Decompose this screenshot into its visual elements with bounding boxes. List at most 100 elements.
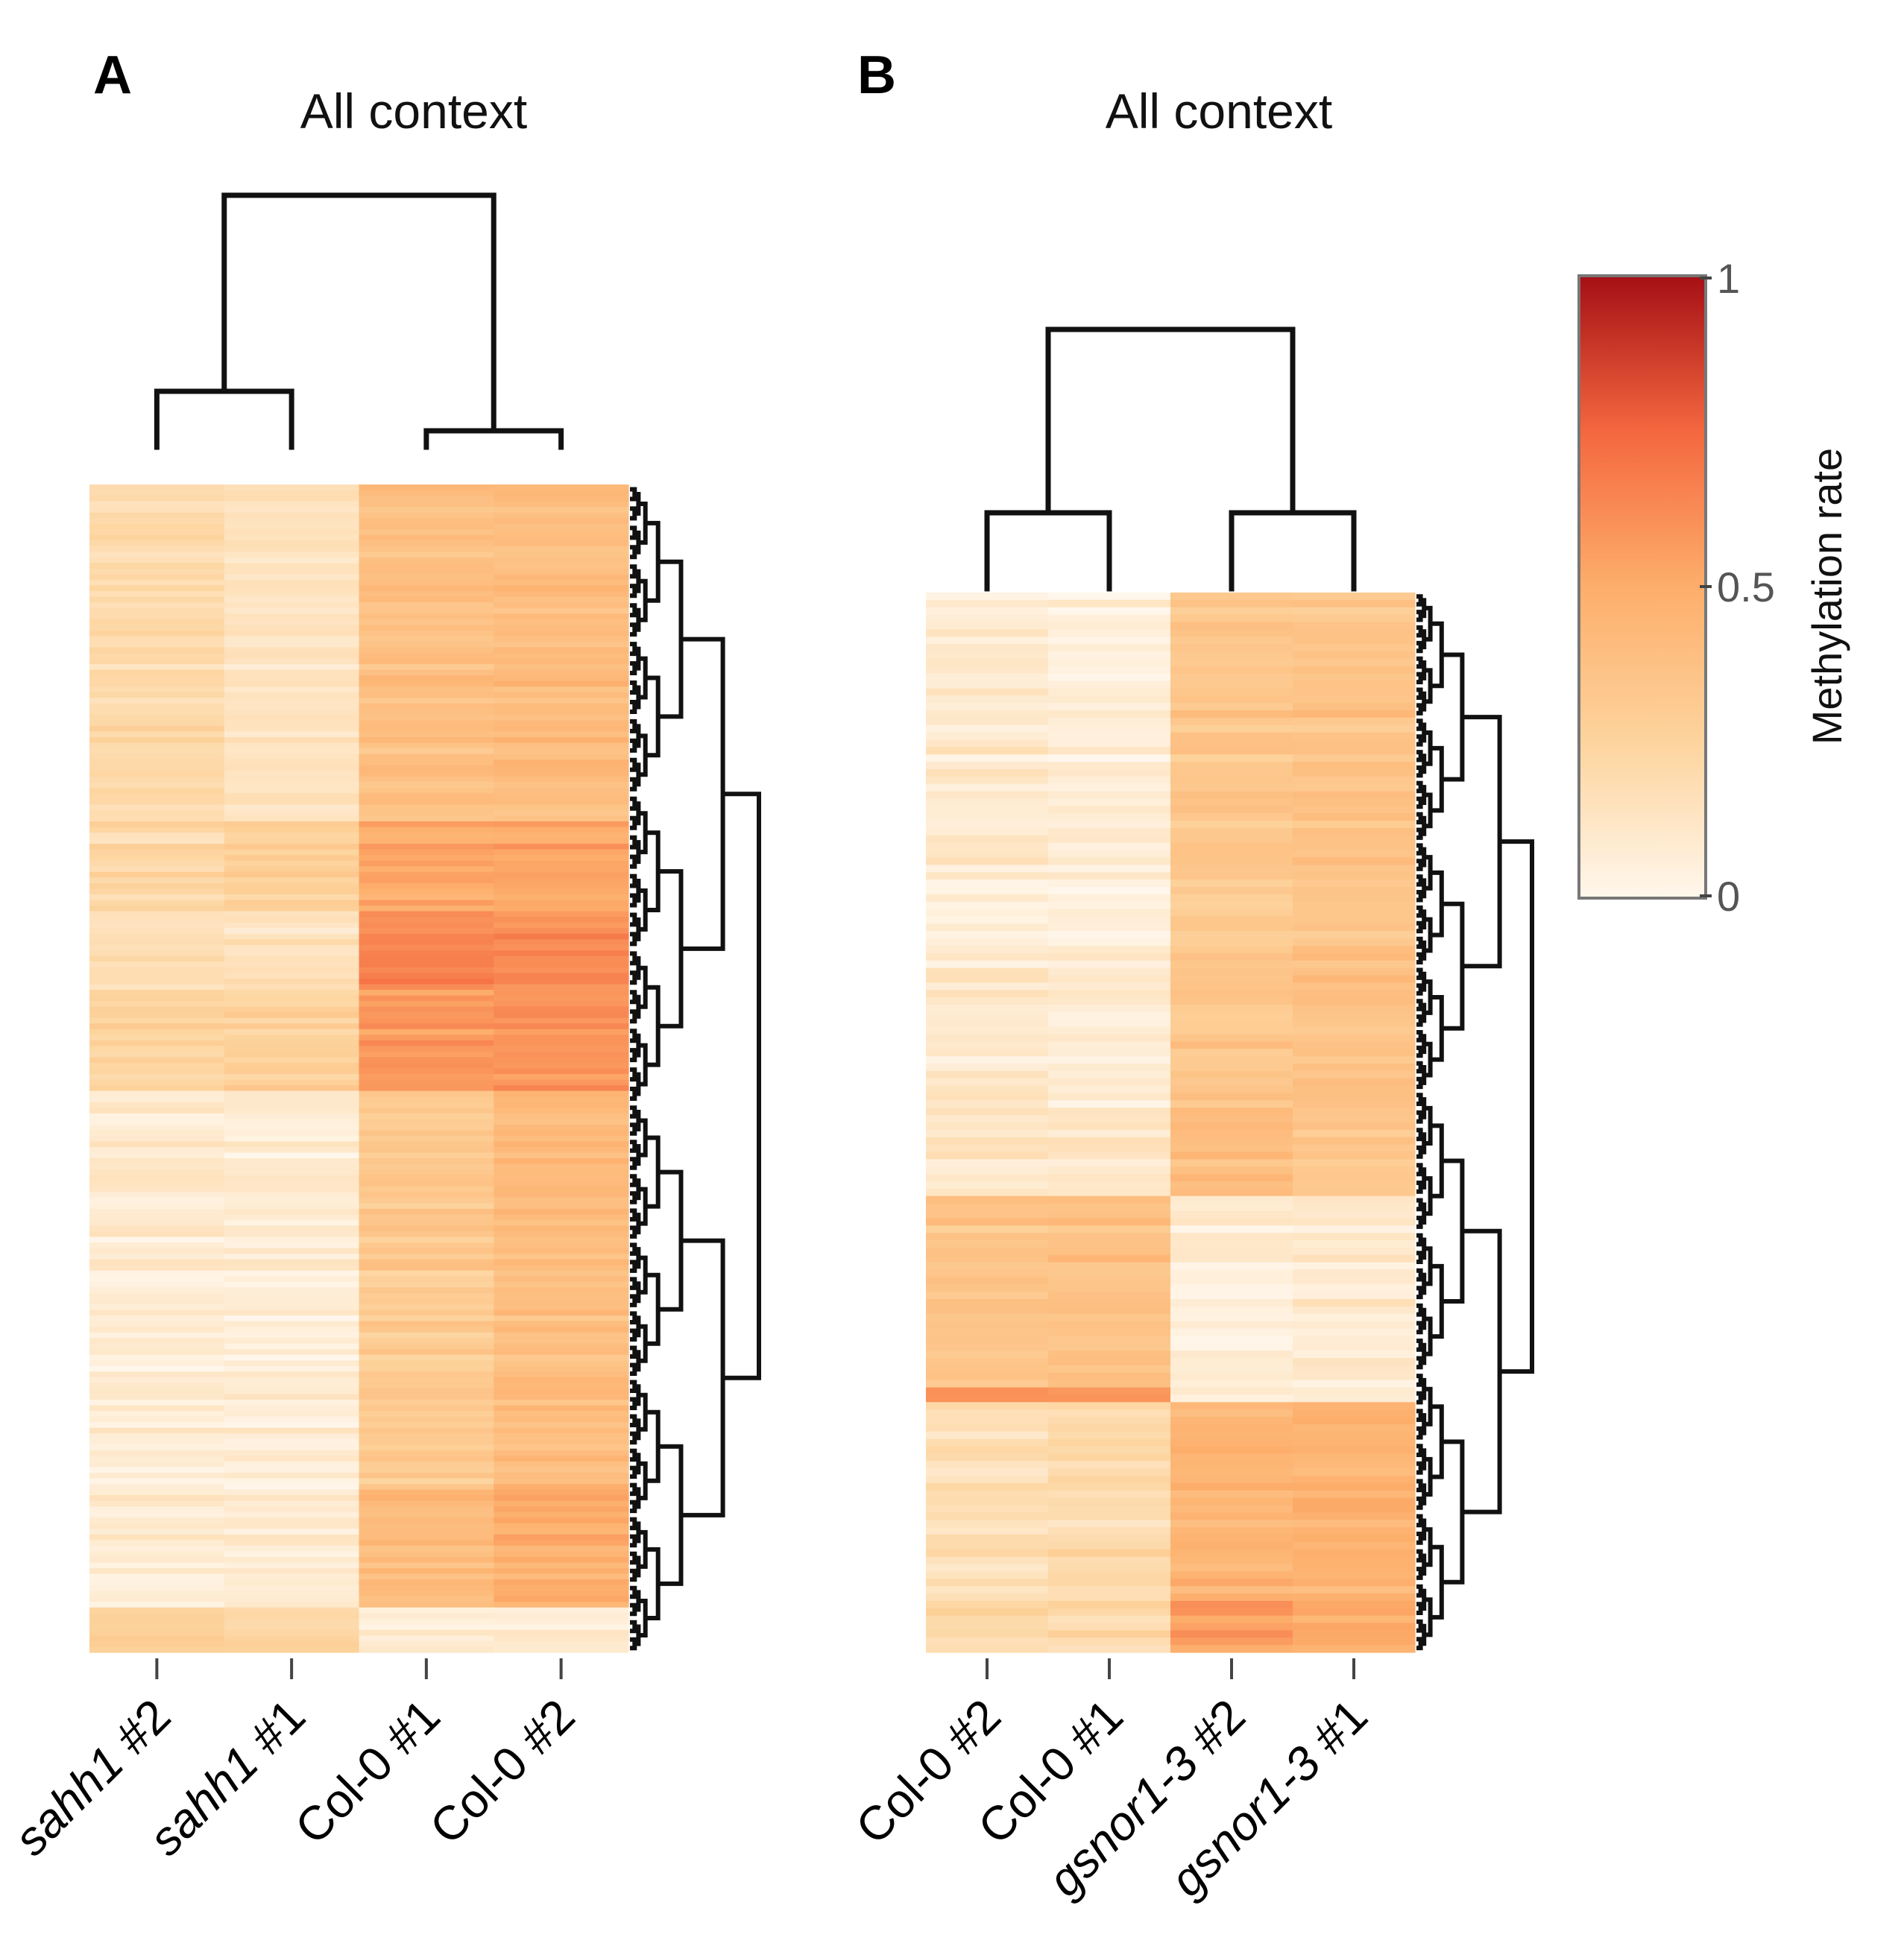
heatmap-cell (359, 1214, 494, 1221)
heatmap-cell (1170, 791, 1293, 800)
heatmap-cell (1170, 1070, 1293, 1079)
heatmap-cell (359, 664, 494, 671)
heatmap-cell (1293, 1387, 1416, 1395)
heatmap-cell (1170, 1351, 1293, 1359)
heatmap-cell (494, 1163, 629, 1170)
heatmap-cell (89, 490, 225, 496)
colorbar-tick-label-mid: 0.5 (1717, 563, 1775, 610)
heatmap-cell (89, 1152, 225, 1159)
heatmap-cell (1293, 1593, 1416, 1602)
heatmap-cell (89, 1090, 225, 1097)
heatmap-cell (1170, 997, 1293, 1005)
heatmap-cell (224, 546, 360, 552)
heatmap-cell (926, 1026, 1049, 1035)
dendrogram-branch-left (154, 388, 294, 450)
heatmap-cell (89, 1444, 225, 1451)
heatmap-cell (224, 1096, 360, 1103)
heatmap-cell (1170, 828, 1293, 836)
heatmap-cell (1293, 1064, 1416, 1072)
heatmap-cell (224, 798, 360, 806)
heatmap-cell (89, 1298, 225, 1305)
heatmap-cell (926, 1137, 1049, 1146)
heatmap-cell (359, 703, 494, 710)
heatmap-cell (224, 1040, 360, 1046)
heatmap-cell (89, 1074, 225, 1081)
heatmap-cell (224, 984, 360, 991)
heatmap-cell (224, 1321, 360, 1327)
heatmap-cell (1048, 1144, 1171, 1153)
heatmap-cell (494, 641, 629, 648)
panel-b-heatmap (926, 593, 1416, 1653)
heatmap-cell (1293, 1637, 1416, 1646)
row-dendrogram-branch (630, 1157, 637, 1170)
heatmap-cell (1293, 997, 1416, 1005)
heatmap-cell (1293, 776, 1416, 785)
heatmap-cell (1048, 982, 1171, 991)
heatmap-cell (1170, 1049, 1293, 1057)
heatmap-cell (89, 1169, 225, 1176)
heatmap-cell (89, 698, 225, 704)
heatmap-cell (494, 680, 629, 687)
heatmap-cell (926, 1056, 1049, 1064)
heatmap-cell (1048, 842, 1171, 851)
heatmap-cell (359, 1017, 494, 1024)
heatmap-cell (926, 1343, 1049, 1351)
panel-b-row-dendrogram (1416, 594, 1534, 1651)
heatmap-cell (224, 1640, 360, 1648)
heatmap-cell (359, 1585, 494, 1591)
heatmap-cell (224, 1203, 360, 1210)
heatmap-cell (224, 720, 360, 727)
heatmap-cell (1293, 599, 1416, 608)
heatmap-cell (926, 1005, 1049, 1013)
heatmap-cell (1293, 622, 1416, 630)
heatmap-cell (494, 1506, 629, 1513)
heatmap-cell (1170, 762, 1293, 770)
heatmap-cell (89, 990, 225, 996)
heatmap-cell (89, 501, 225, 508)
heatmap-cell (359, 1568, 494, 1575)
heatmap-cell (1293, 710, 1416, 718)
heatmap-cell (1170, 1372, 1293, 1381)
heatmap-cell (1170, 1129, 1293, 1138)
heatmap-cell (89, 1360, 225, 1367)
heatmap-cell (89, 1585, 225, 1591)
row-dendrogram-branch (1416, 967, 1423, 980)
heatmap-cell (1293, 1247, 1416, 1256)
heatmap-cell (494, 1371, 629, 1378)
heatmap-cell (1170, 909, 1293, 917)
heatmap-cell (494, 973, 629, 979)
heatmap-cell (224, 1175, 360, 1181)
heatmap-cell (224, 692, 360, 698)
heatmap-cell (494, 871, 629, 878)
heatmap-cell (1170, 739, 1293, 748)
heatmap-cell (1048, 931, 1171, 939)
heatmap-cell (89, 871, 225, 878)
heatmap-cell (89, 754, 225, 760)
row-dendrogram-branch (630, 1260, 637, 1273)
heatmap-cell (359, 911, 494, 917)
row-dendrogram-branch (630, 1465, 637, 1479)
row-dendrogram-branch (630, 796, 637, 811)
heatmap-cell (1048, 1446, 1171, 1454)
heatmap-cell (494, 1079, 629, 1086)
row-dendrogram-branch (1416, 1461, 1423, 1475)
heatmap-cell (89, 877, 225, 884)
heatmap-cell (224, 619, 360, 625)
heatmap-cell (224, 1146, 360, 1154)
heatmap-cell (89, 602, 225, 609)
heatmap-cell (89, 1281, 225, 1288)
heatmap-cell (89, 720, 225, 727)
heatmap-cell (359, 669, 494, 676)
heatmap-cell (1170, 1490, 1293, 1499)
heatmap-cell (926, 967, 1049, 976)
heatmap-cell (494, 821, 629, 828)
heatmap-cell (89, 1175, 225, 1181)
heatmap-cell (1170, 1497, 1293, 1506)
heatmap-cell (926, 1520, 1049, 1528)
row-dendrogram-branch (1416, 1014, 1423, 1027)
heatmap-cell (224, 641, 360, 648)
heatmap-cell (224, 1181, 360, 1187)
row-dendrogram-branch (630, 545, 637, 560)
heatmap-cell (926, 1645, 1049, 1653)
heatmap-cell (89, 1411, 225, 1418)
